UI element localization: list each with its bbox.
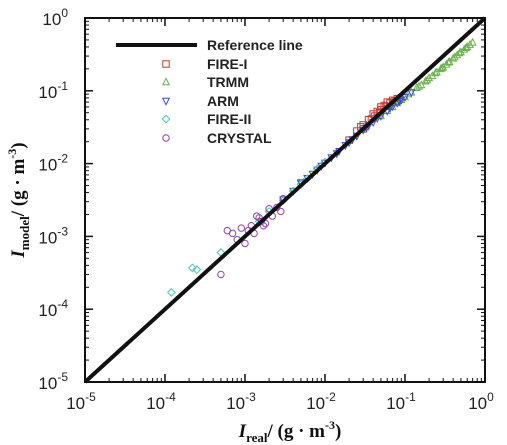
x-tick-label: 10-2 [306,390,336,413]
legend-marker-trmm [161,77,171,86]
x-axis-title: Ireal/ (g · m-3) [238,418,342,445]
y-tick-label: 10-3 [38,224,68,247]
legend-marker-crystal [162,134,170,142]
data-point-trmm [463,42,472,51]
legend: Reference line FIRE-I TRMM ARM FIRE-II CRYSTA… [116,37,303,146]
data-point-trmm [415,81,424,90]
data-point-crystal [257,217,266,226]
data-point-fire-ii [166,288,176,297]
data-point-fire-ii [192,265,202,274]
legend-label-arm: ARM [207,93,239,109]
legend-marker-fire-i [162,60,170,68]
data-point-trmm [455,48,464,57]
data-point-trmm [442,59,451,68]
data-point-arm [400,93,410,102]
x-tick-label: 10-5 [66,390,96,413]
data-point-trmm [437,63,447,72]
x-tick-label: 100 [468,390,494,413]
data-point-crystal [223,226,231,235]
data-point-arm [407,89,416,98]
reference-line [83,16,487,384]
y-tick-label: 10-5 [38,370,68,393]
data-point-crystal [273,203,281,212]
data-point-trmm [456,47,465,56]
axis-ticks: 10-5 10-4 10-3 10-2 10-1 100 10-5 10-4 10-3 10-2 1… [38,6,494,413]
y-axis-title: Imodel/ (g · m-3) [5,142,32,258]
legend-label-fire-i: FIRE-I [207,56,247,72]
y-tick-label: 10-1 [38,79,68,102]
plot-frame [84,17,486,383]
data-point-crystal [217,270,225,279]
y-tick-label: 10-2 [38,152,68,175]
data-point-trmm [423,75,432,84]
y-tick-label: 100 [42,6,68,29]
x-tick-label: 10-3 [226,390,256,413]
data-point-trmm [436,64,445,73]
legend-label-trmm: TRMM [207,74,249,90]
legend-label-crystal: CRYSTAL [207,130,272,146]
data-point-trmm [444,57,453,66]
data-point-trmm [468,37,477,46]
data-point-arm [397,96,406,105]
legend-label-fire-ii: FIRE-II [207,111,251,127]
data-point-trmm [462,42,471,51]
data-point-crystal [259,222,268,230]
data-point-trmm [460,44,469,53]
data-point-trmm [466,39,475,48]
axis-title-text: Imodel/ (g · m-3) [5,142,32,258]
data-point-trmm [431,68,440,77]
data-point-fire-ii [187,263,197,273]
legend-marker-fire-ii [161,114,171,124]
x-tick-label: 10-1 [386,390,416,413]
data-point-crystal [277,207,285,216]
data-point-trmm [450,52,459,61]
x-tick-label: 10-4 [146,390,176,413]
axis-title-text: Ireal/ (g · m-3) [238,418,342,445]
legend-marker-arm [161,97,171,106]
data-point-crystal [252,212,261,220]
data-point-crystal [241,239,249,248]
legend-label-reference-line: Reference line [207,37,303,53]
y-tick-label: 10-4 [38,297,68,320]
data-point-crystal [237,224,246,232]
